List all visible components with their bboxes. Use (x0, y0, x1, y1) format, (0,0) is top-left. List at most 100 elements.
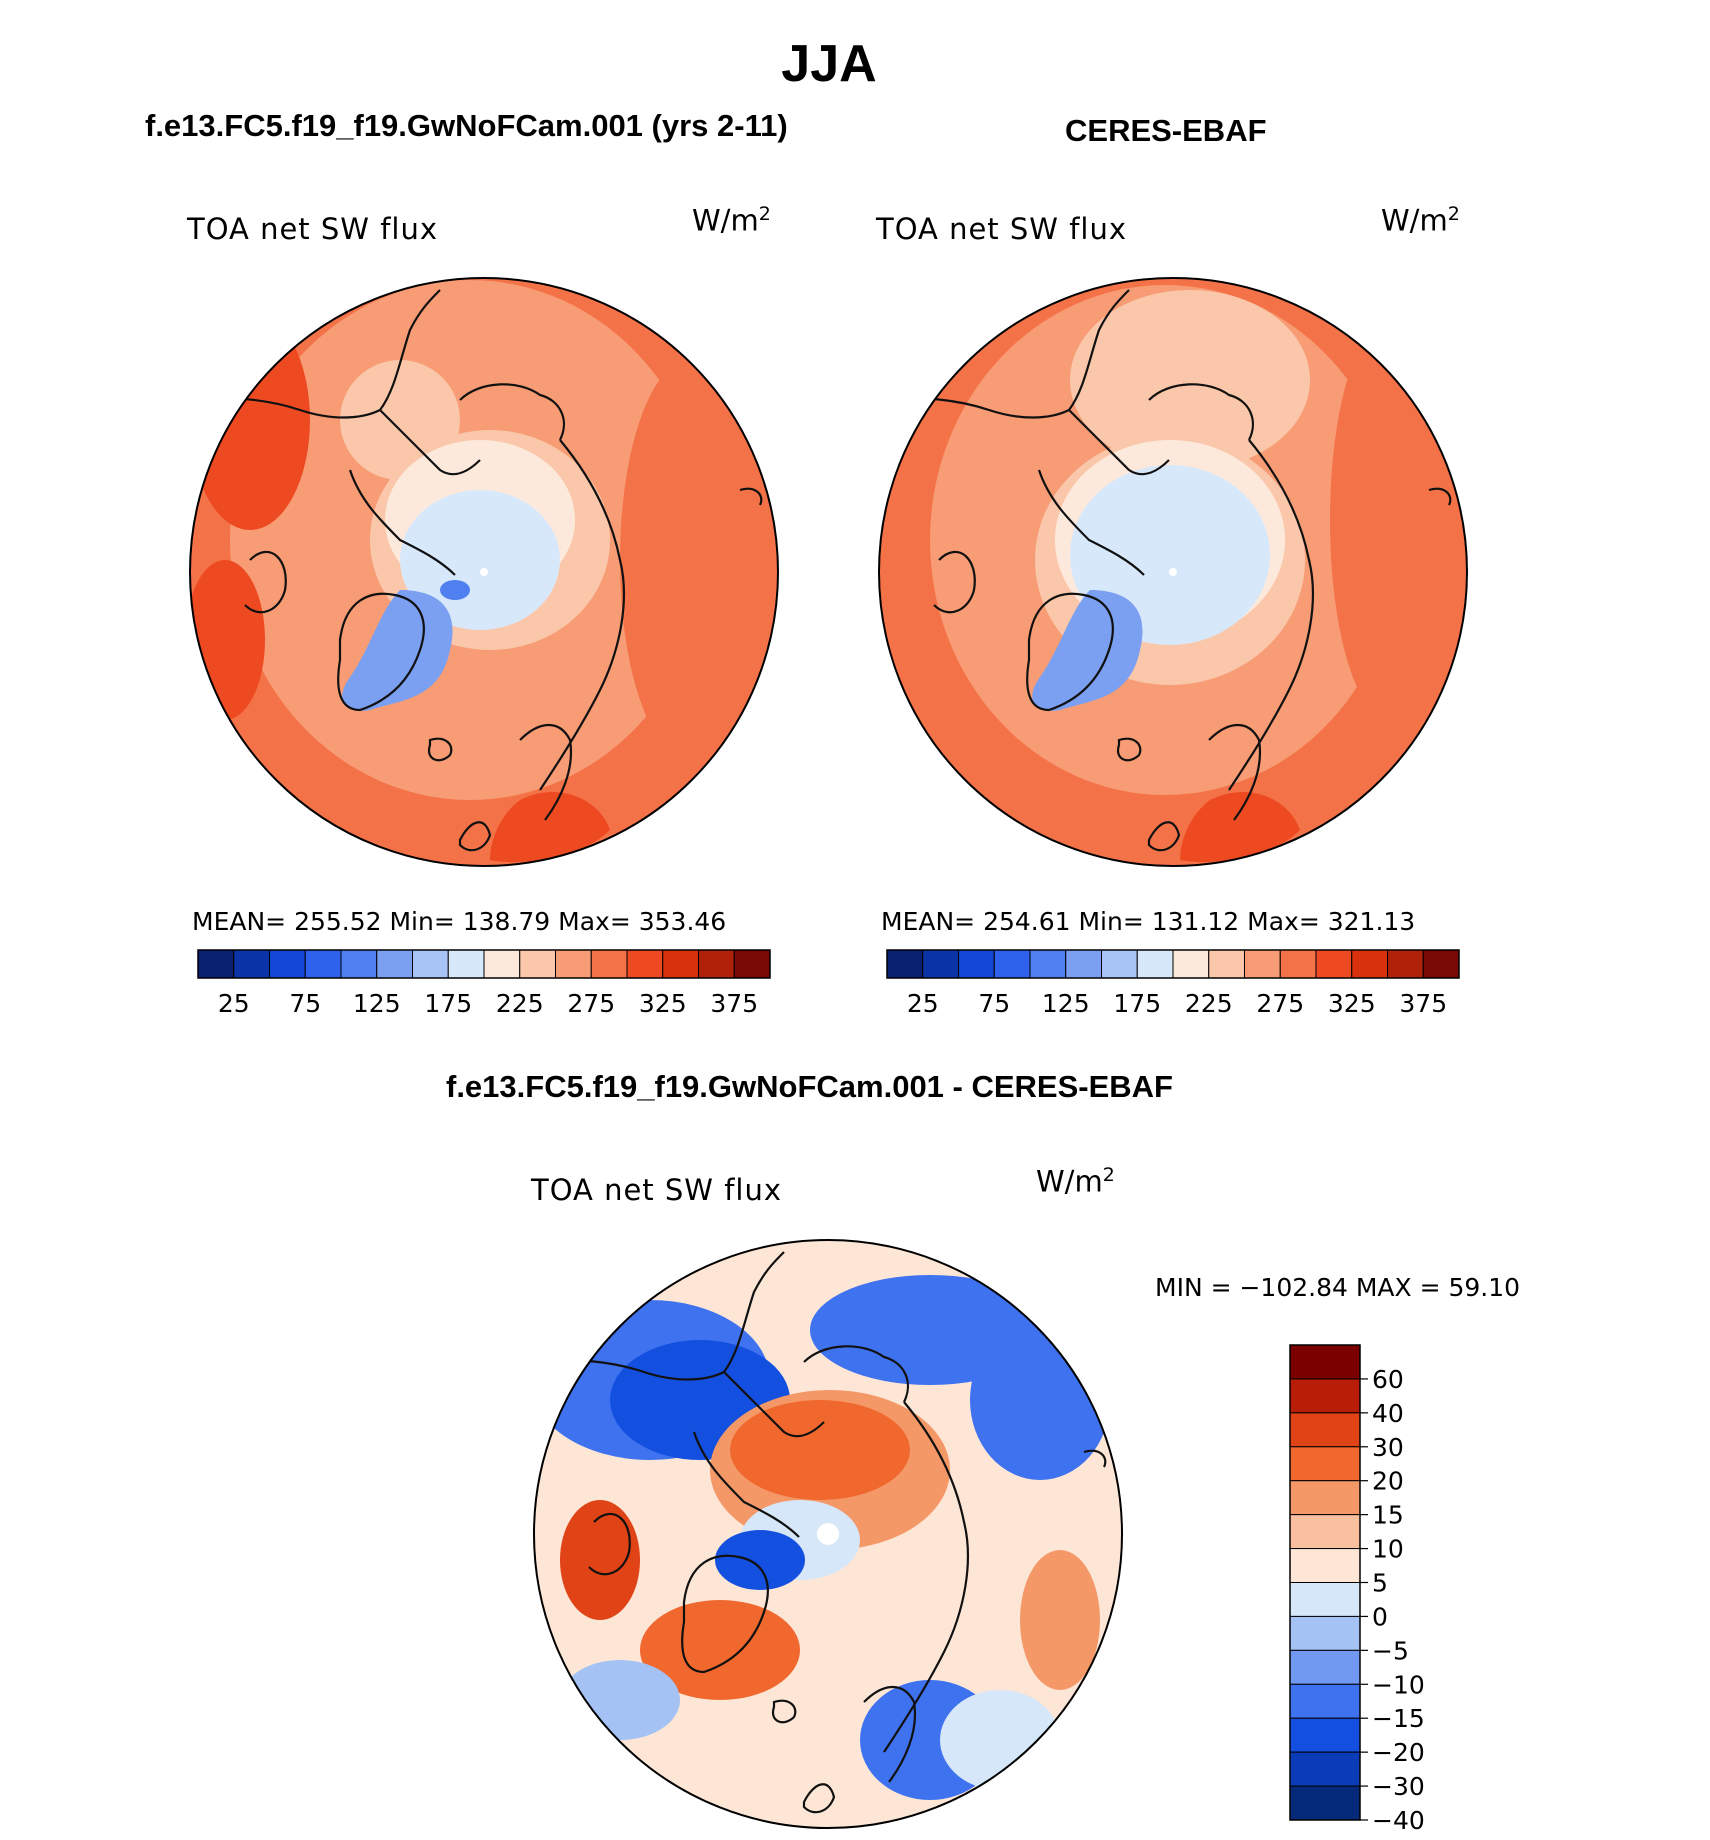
diff-coastlines (534, 1251, 1107, 1814)
diff-variable-label: TOA net SW flux (531, 1173, 783, 1207)
obs-colorbar-swatch (958, 949, 995, 979)
obs-colorbar-swatch (1172, 949, 1210, 979)
model-colorbar-swatch (412, 949, 449, 979)
obs-colorbar-swatch (922, 949, 959, 979)
model-coastlines (190, 289, 763, 852)
diff-colorbar-tick-label: 20 (1372, 1467, 1404, 1496)
diff-colorbar-swatch (1289, 1548, 1361, 1583)
obs-colorbar-swatch (1208, 949, 1245, 979)
obs-variable-label: TOA net SW flux (876, 212, 1128, 246)
diff-colorbar-swatch (1289, 1344, 1361, 1380)
obs-colorbar-frame (886, 949, 1460, 979)
obs-stats: MEAN= 254.61 Min= 131.12 Max= 321.13 (881, 907, 1416, 936)
model-colorbar-swatch (197, 949, 235, 979)
model-colorbar-swatch (376, 949, 413, 979)
obs-colorbar-swatch (1065, 949, 1102, 979)
obs-map (878, 277, 1468, 867)
diff-colorbar-tick-label: −10 (1372, 1670, 1425, 1699)
diff-colorbar-swatch (1289, 1615, 1361, 1651)
figure-title: JJA (781, 35, 877, 93)
model-colorbar-swatch (590, 949, 628, 979)
model-colorbar-tick-label: 175 (424, 989, 472, 1018)
diff-colorbar-swatch (1289, 1649, 1361, 1685)
model-colorbar-swatch (233, 949, 270, 979)
obs-colorbar: 25 75 125 175 225 275 325 375 (886, 949, 1460, 1018)
diff-colorbar-swatch (1289, 1446, 1361, 1482)
diff-colorbar-swatch (1289, 1683, 1361, 1719)
diff-colorbar-swatch (1289, 1751, 1361, 1787)
obs-colorbar-swatch (1387, 949, 1424, 979)
obs-colorbar-tick-label: 175 (1113, 989, 1161, 1018)
obs-colorbar-swatch (1101, 949, 1138, 979)
model-colorbar-tick-label: 325 (639, 989, 687, 1018)
diff-colorbar-tick-label: −30 (1372, 1772, 1425, 1801)
model-map (189, 277, 779, 867)
diff-colorbar-swatch (1289, 1514, 1361, 1550)
model-units-label: W/m2 (692, 203, 771, 238)
model-colorbar-tick-label: 225 (496, 989, 544, 1018)
obs-coastlines (879, 289, 1452, 852)
model-stats: MEAN= 255.52 Min= 138.79 Max= 353.46 (192, 907, 727, 936)
diff-minmax-stats: MIN = −102.84 MAX = 59.10 (1155, 1273, 1521, 1302)
model-colorbar-swatch (269, 949, 306, 979)
model-variable-label: TOA net SW flux (187, 212, 439, 246)
model-colorbar-swatch (340, 949, 378, 979)
obs-colorbar-swatch (1136, 949, 1174, 979)
model-colorbar-tick-label: 275 (567, 989, 615, 1018)
obs-colorbar-swatch (886, 949, 924, 979)
model-colorbar-swatch (733, 949, 771, 979)
model-colorbar-tick-label: 25 (218, 989, 250, 1018)
diff-colorbar-tick-label: 0 (1372, 1602, 1388, 1631)
model-colorbar: 25 75 125 175 225 275 325 375 (197, 949, 771, 1018)
diff-colorbar-tick-label: −40 (1372, 1806, 1425, 1835)
diff-colorbar-swatch (1289, 1785, 1361, 1821)
obs-colorbar-swatch (993, 949, 1031, 979)
obs-colorbar-swatch (1029, 949, 1067, 979)
obs-colorbar-tick-label: 325 (1328, 989, 1376, 1018)
model-colorbar-swatch (662, 949, 699, 979)
obs-colorbar-tick-label: 75 (978, 989, 1010, 1018)
model-colorbar-swatch (304, 949, 342, 979)
obs-colorbar-tick-label: 275 (1256, 989, 1304, 1018)
obs-colorbar-tick-label: 25 (907, 989, 939, 1018)
model-colorbar-frame (197, 949, 771, 979)
diff-colorbar-swatch (1289, 1480, 1361, 1516)
diff-colorbar-tick-label: 15 (1372, 1501, 1404, 1530)
model-colorbar-swatch (626, 949, 664, 979)
diff-colorbar-swatch (1289, 1582, 1361, 1617)
diff-units-label: W/m2 (1036, 1164, 1115, 1199)
diff-colorbar-swatch (1289, 1412, 1361, 1448)
diff-colorbar-tick-label: 10 (1372, 1535, 1404, 1564)
diff-colorbar-tick-label: 60 (1372, 1365, 1404, 1394)
model-map-boundary (189, 277, 779, 867)
diff-colorbar-tick-label: 30 (1372, 1433, 1404, 1462)
obs-units-label: W/m2 (1381, 203, 1460, 238)
diff-colorbar-tick-label: −15 (1372, 1704, 1425, 1733)
obs-map-boundary (878, 277, 1468, 867)
diff-panel-header: f.e13.FC5.f19_f19.GwNoFCam.001 - CERES-E… (446, 1069, 1173, 1104)
diff-colorbar-swatch (1289, 1378, 1361, 1414)
model-colorbar-swatch (447, 949, 485, 979)
diff-colorbar-tick-label: −5 (1372, 1636, 1409, 1665)
diff-colorbar-tick-label: 40 (1372, 1399, 1404, 1428)
obs-colorbar-swatch (1422, 949, 1460, 979)
obs-panel-header: CERES-EBAF (1065, 113, 1267, 148)
model-colorbar-swatch (698, 949, 735, 979)
model-colorbar-tick-label: 75 (289, 989, 321, 1018)
diff-colorbar-tick-label: −20 (1372, 1738, 1425, 1767)
obs-colorbar-swatch (1279, 949, 1317, 979)
obs-colorbar-tick-label: 125 (1042, 989, 1090, 1018)
obs-colorbar-swatch (1351, 949, 1388, 979)
model-colorbar-tick-label: 125 (353, 989, 401, 1018)
model-colorbar-swatch (519, 949, 556, 979)
obs-colorbar-swatch (1315, 949, 1353, 979)
model-panel-header: f.e13.FC5.f19_f19.GwNoFCam.001 (yrs 2-11… (145, 108, 788, 143)
diff-colorbar-swatch (1289, 1717, 1361, 1753)
diff-map-boundary (533, 1239, 1123, 1829)
obs-colorbar-swatch (1244, 949, 1281, 979)
model-colorbar-swatch (483, 949, 521, 979)
obs-colorbar-tick-label: 375 (1399, 989, 1447, 1018)
